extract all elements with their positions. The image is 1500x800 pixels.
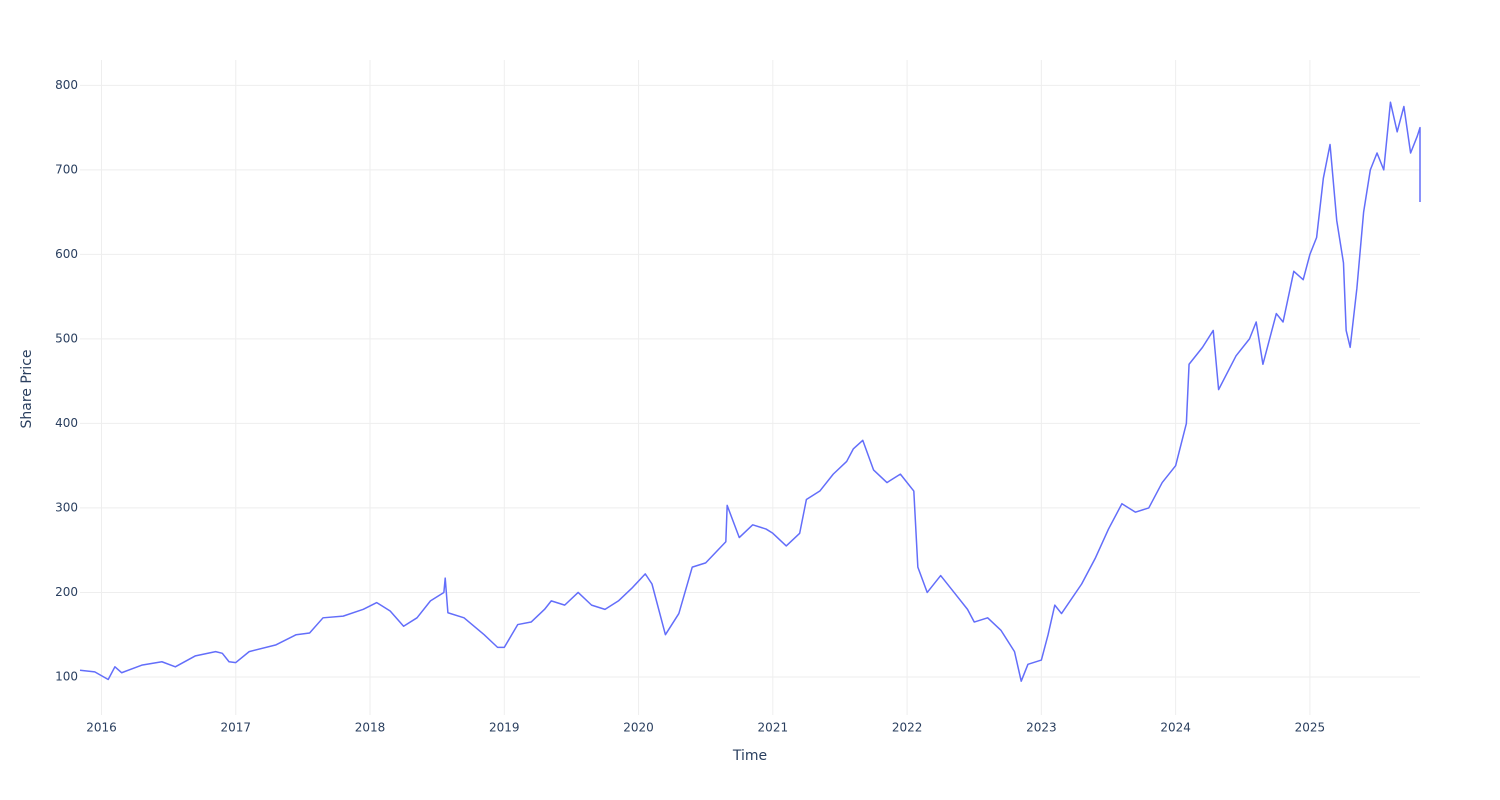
x-tick-label: 2019 [489, 721, 520, 735]
y-tick-label: 500 [55, 331, 78, 345]
y-tick-label: 200 [55, 585, 78, 599]
x-tick-label: 2023 [1026, 721, 1057, 735]
x-tick-label: 2025 [1295, 721, 1326, 735]
y-axis-title: Share Price [19, 349, 35, 428]
x-tick-label: 2024 [1160, 721, 1191, 735]
y-tick-label: 300 [55, 500, 78, 514]
y-tick-label: 100 [55, 669, 78, 683]
y-tick-label: 400 [55, 416, 78, 430]
x-tick-label: 2021 [758, 721, 789, 735]
x-tick-label: 2017 [220, 721, 251, 735]
y-tick-label: 800 [55, 78, 78, 92]
x-tick-label: 2022 [892, 721, 923, 735]
y-tick-label: 700 [55, 162, 78, 176]
y-tick-label: 600 [55, 247, 78, 261]
price-line [79, 101, 1421, 682]
x-tick-label: 2020 [623, 721, 654, 735]
x-axis-title: Time [732, 748, 767, 764]
x-tick-label: 2018 [355, 721, 386, 735]
x-tick-label: 2016 [86, 721, 117, 735]
